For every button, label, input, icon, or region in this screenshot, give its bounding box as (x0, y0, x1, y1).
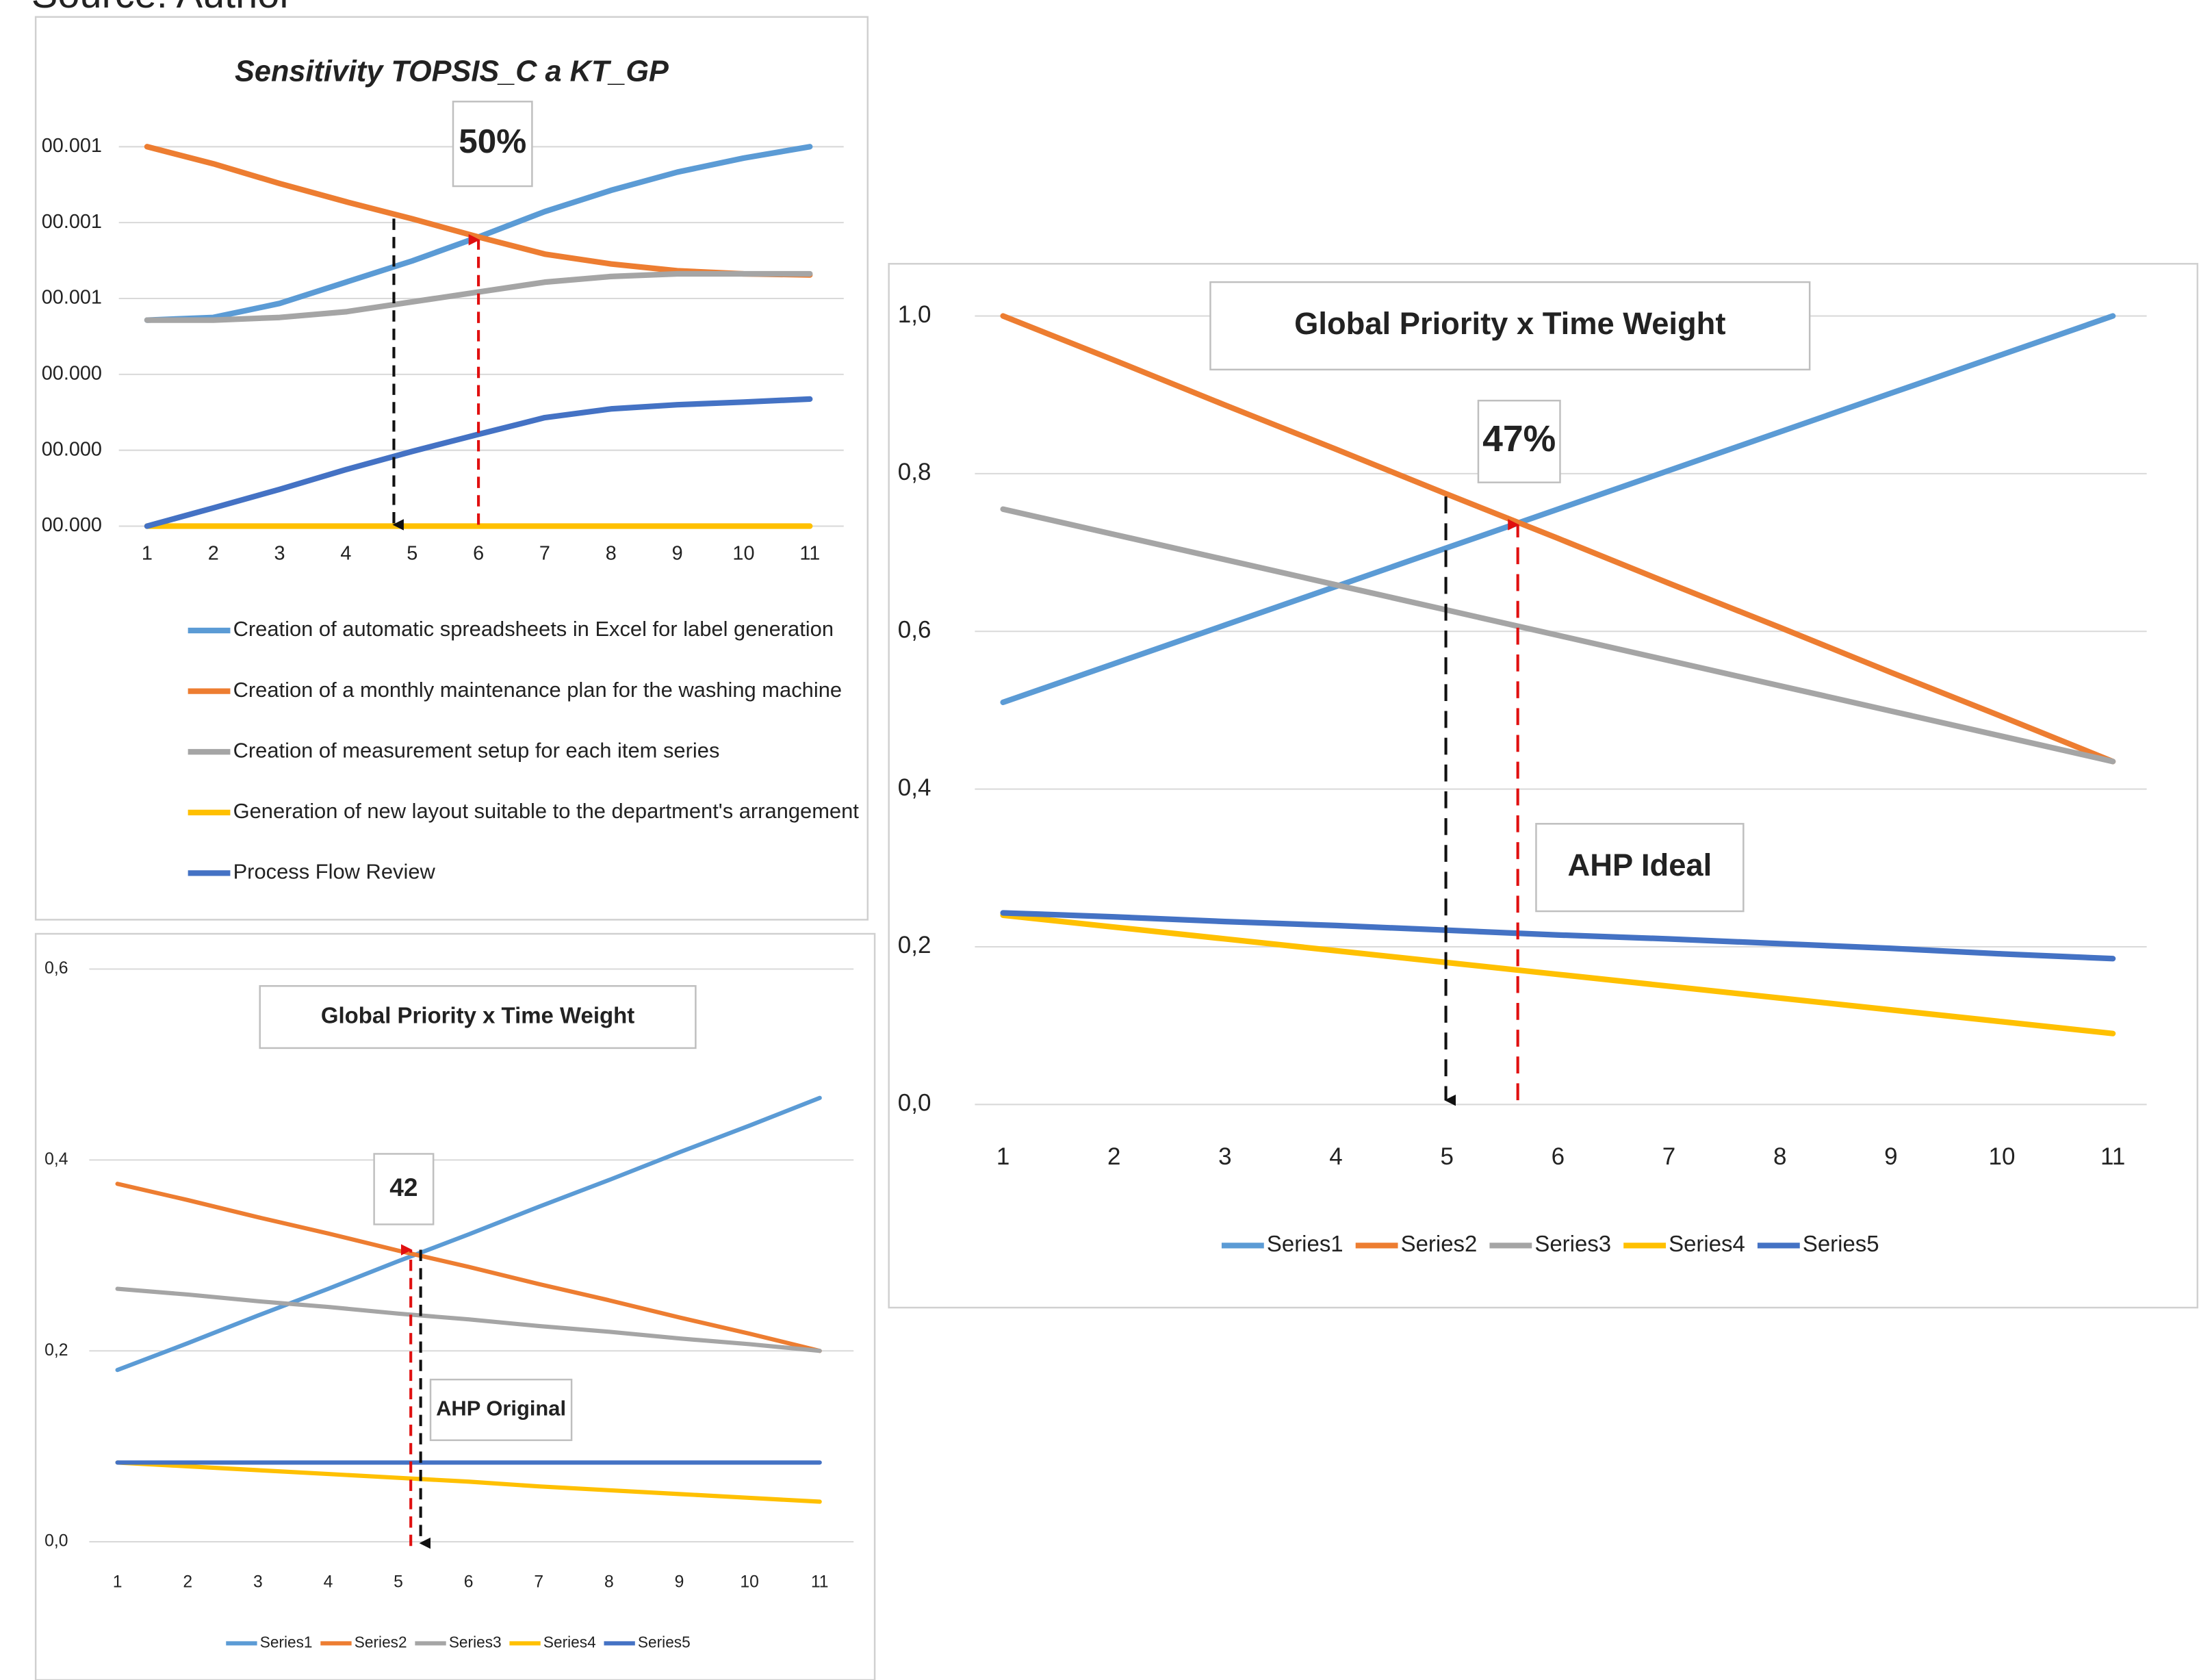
series-line (1000, 313, 2116, 706)
x-tick-label: 10 (732, 542, 754, 564)
arrows (392, 218, 1519, 1549)
x-tick-label: 6 (1552, 1143, 1565, 1170)
x-tick-label: 7 (539, 542, 550, 564)
x-tick-label: 1 (996, 1143, 1009, 1170)
source-caption: Source: Author (31, 0, 293, 16)
chart-title: Global Priority x Time Weight (1294, 306, 1725, 341)
legend-label: Series3 (449, 1633, 502, 1651)
y-tick-label: 00.000 (42, 514, 102, 536)
y-tick-label: 1,0 (898, 301, 931, 328)
series-line (1000, 506, 2116, 765)
x-tick-label: 5 (394, 1573, 403, 1591)
series-line (144, 270, 813, 323)
legend-label: Series5 (1803, 1231, 1879, 1256)
annotation: 50% (459, 123, 526, 160)
annotation: AHP Original (436, 1397, 566, 1421)
x-tick-label: 8 (606, 542, 617, 564)
x-tick-label: 8 (604, 1573, 614, 1591)
y-tick-label: 00.000 (42, 438, 102, 460)
title-box (1209, 281, 1811, 371)
series-line (144, 396, 813, 529)
annotation-box (1477, 399, 1561, 483)
x-tick-label: 4 (1329, 1143, 1342, 1170)
series-line (115, 1182, 822, 1353)
series-line (1000, 912, 2116, 1036)
legend-label: Series4 (1669, 1231, 1745, 1256)
legend-label: Creation of automatic spreadsheets in Ex… (233, 617, 834, 641)
annotation-box (429, 1378, 573, 1441)
chart-frame (34, 16, 869, 921)
y-tick-label: 0,4 (898, 774, 931, 801)
annotation-box (373, 1153, 435, 1225)
x-tick-label: 7 (1662, 1143, 1675, 1170)
x-tick-label: 10 (1989, 1143, 2016, 1170)
annotation: 47% (1482, 419, 1556, 459)
legend-label: Series2 (355, 1633, 407, 1651)
series-line (115, 1095, 822, 1373)
x-tick-label: 2 (183, 1573, 192, 1591)
x-tick-label: 3 (1218, 1143, 1231, 1170)
y-tick-label: 0,2 (44, 1341, 68, 1360)
y-tick-label: 00.001 (42, 287, 102, 309)
legend-label: Series2 (1401, 1231, 1478, 1256)
chart-title: Global Priority x Time Weight (321, 1002, 634, 1028)
x-tick-label: 6 (473, 542, 484, 564)
y-tick-label: 0,4 (44, 1150, 68, 1169)
series-line (115, 1286, 822, 1353)
x-tick-label: 11 (811, 1573, 829, 1591)
x-tick-label: 11 (799, 542, 820, 564)
legend-label: Series4 (543, 1633, 596, 1651)
annotation-box (452, 101, 533, 188)
chart-frame (34, 932, 876, 1680)
y-tick-label: 0,2 (898, 932, 931, 958)
x-tick-label: 5 (407, 542, 417, 564)
legend-label: Series1 (260, 1633, 313, 1651)
x-tick-label: 5 (1440, 1143, 1453, 1170)
x-tick-label: 2 (1107, 1143, 1120, 1170)
series-line (1000, 313, 2116, 765)
annotation-box (1535, 823, 1745, 913)
series-line (1000, 910, 2116, 962)
x-tick-label: 8 (1773, 1143, 1786, 1170)
annotation: 42 (389, 1173, 417, 1201)
series-line (115, 1460, 822, 1504)
y-tick-label: 0,6 (44, 959, 68, 978)
x-tick-label: 3 (253, 1573, 263, 1591)
legend-label: Process Flow Review (233, 860, 436, 884)
x-tick-label: 3 (274, 542, 285, 564)
y-tick-label: 00.000 (42, 362, 102, 384)
y-tick-label: 0,6 (898, 617, 931, 644)
y-tick-label: 0,0 (44, 1532, 68, 1551)
x-tick-label: 6 (464, 1573, 474, 1591)
legend-label: Creation of measurement setup for each i… (233, 738, 720, 762)
y-tick-label: 0,0 (898, 1090, 931, 1117)
x-tick-label: 1 (113, 1573, 123, 1591)
y-tick-label: 0,8 (898, 459, 931, 485)
annotation: AHP Ideal (1568, 848, 1712, 882)
charts: 00.000 00.000 00.000 00.001 00.001 00.001 1 2 3 4… (34, 16, 2199, 1680)
y-tick-label: 00.001 (42, 135, 102, 157)
x-tick-label: 9 (672, 542, 683, 564)
x-tick-label: 11 (2100, 1143, 2125, 1170)
x-tick-label: 7 (534, 1573, 543, 1591)
x-tick-label: 9 (1884, 1143, 1897, 1170)
x-tick-label: 9 (675, 1573, 684, 1591)
chart-title: Sensitivity TOPSIS_C a KT_GP (235, 55, 669, 88)
x-tick-label: 10 (740, 1573, 759, 1591)
legend-label: Series1 (1267, 1231, 1343, 1256)
x-tick-label: 2 (208, 542, 219, 564)
x-tick-label: 1 (142, 542, 153, 564)
legend-label: Generation of new layout suitable to the… (233, 799, 860, 823)
title-box (259, 985, 697, 1049)
legend-label: Series5 (638, 1633, 691, 1651)
x-tick-label: 4 (340, 542, 351, 564)
legend-label: Creation of a monthly maintenance plan f… (233, 678, 842, 702)
legend-label: Series3 (1534, 1231, 1611, 1256)
y-tick-label: 00.001 (42, 211, 102, 233)
x-tick-label: 4 (324, 1573, 333, 1591)
